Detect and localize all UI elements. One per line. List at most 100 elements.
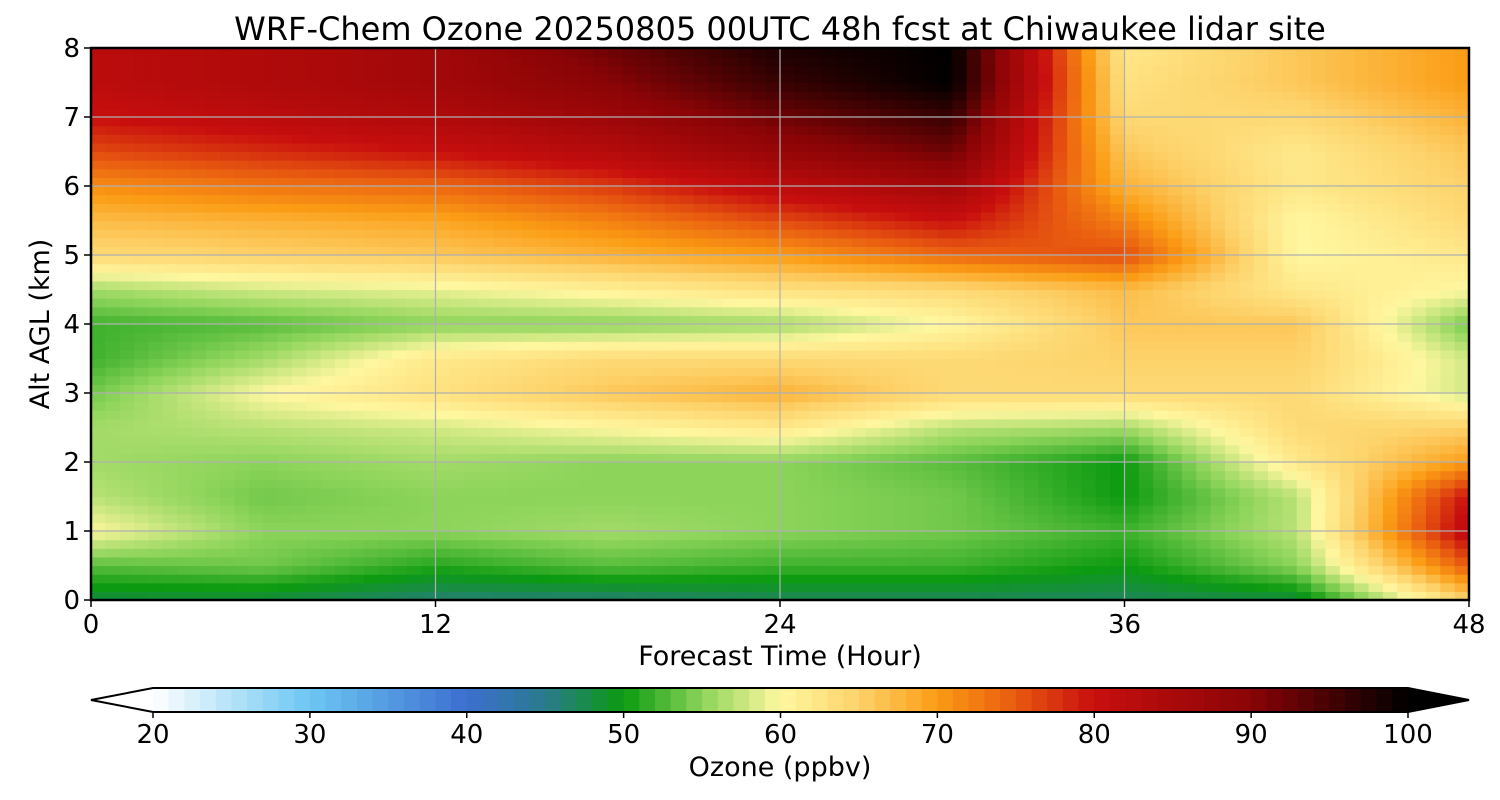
- ozone-cell: [521, 237, 537, 247]
- ozone-cell: [406, 375, 422, 385]
- ozone-cell: [894, 444, 910, 454]
- ozone-cell: [335, 462, 350, 472]
- ozone-cell: [751, 211, 767, 222]
- ozone-cell: [923, 237, 939, 247]
- ozone-cell: [521, 194, 537, 204]
- ozone-cell: [851, 160, 867, 170]
- ozone-cell: [320, 194, 336, 204]
- ozone-cell: [937, 367, 953, 377]
- ozone-cell: [1440, 531, 1456, 541]
- ozone-cell: [593, 220, 609, 230]
- ozone-cell: [263, 358, 279, 368]
- ozone-cell: [191, 453, 207, 463]
- ozone-cell: [363, 375, 379, 385]
- ozone-cell: [535, 470, 551, 480]
- ozone-cell: [636, 246, 652, 256]
- ozone-cell: [449, 211, 465, 222]
- ozone-cell: [952, 194, 968, 204]
- ozone-cell: [866, 496, 882, 506]
- ozone-cell: [909, 246, 925, 256]
- ozone-cell: [837, 384, 853, 394]
- ozone-cell: [91, 565, 106, 575]
- ozone-cell: [1038, 298, 1054, 308]
- ozone-cell: [320, 548, 336, 558]
- ozone-cell: [320, 160, 336, 170]
- ozone-cell: [1368, 401, 1384, 411]
- ozone-cell: [1138, 272, 1154, 282]
- ozone-cell: [808, 272, 824, 282]
- ozone-cell: [851, 367, 867, 377]
- ozone-cell: [636, 574, 652, 584]
- ozone-cell: [1354, 255, 1370, 265]
- ozone-cell: [1354, 263, 1370, 273]
- ozone-cell: [177, 453, 193, 463]
- ozone-cell: [535, 255, 551, 265]
- ozone-cell: [464, 444, 480, 454]
- ozone-cell: [1296, 280, 1312, 291]
- ozone-cell: [1397, 341, 1413, 351]
- ozone-cell: [478, 591, 494, 600]
- ozone-cell: [1196, 151, 1212, 161]
- ozone-cell: [851, 332, 867, 342]
- ozone-cell: [808, 246, 824, 256]
- ozone-cell: [1397, 306, 1413, 316]
- ozone-cell: [636, 436, 652, 446]
- ozone-cell: [478, 186, 494, 196]
- ozone-cell: [966, 591, 982, 600]
- ozone-cell: [464, 211, 480, 222]
- ozone-cell: [980, 280, 996, 291]
- ozone-cell: [119, 393, 135, 403]
- ozone-cell: [1067, 444, 1083, 454]
- ozone-cell: [277, 151, 293, 161]
- ozone-cell: [1282, 522, 1298, 532]
- ozone-cell: [966, 177, 982, 187]
- ozone-cell: [406, 574, 422, 584]
- ozone-cell: [808, 574, 824, 584]
- ozone-cell: [1239, 160, 1255, 170]
- ozone-cell: [1196, 548, 1212, 558]
- ozone-cell: [1095, 246, 1111, 256]
- ozone-cell: [1009, 237, 1025, 247]
- ozone-cell: [765, 324, 781, 334]
- ozone-cell: [665, 453, 681, 463]
- ozone-cell: [306, 556, 322, 567]
- ozone-cell: [765, 367, 781, 377]
- ozone-cell: [808, 401, 824, 411]
- ozone-cell: [134, 418, 150, 429]
- ozone-cell: [1296, 496, 1312, 506]
- ozone-cell: [1354, 479, 1370, 489]
- ozone-cell: [449, 263, 465, 273]
- ozone-cell: [923, 410, 939, 420]
- ozone-cell: [306, 160, 322, 170]
- ozone-cell: [521, 531, 537, 541]
- ozone-cell: [1440, 341, 1456, 351]
- ozone-cell: [320, 418, 336, 429]
- ozone-cell: [91, 186, 106, 196]
- ozone-cell: [1311, 462, 1327, 472]
- ozone-cell: [1052, 220, 1068, 230]
- ozone-cell: [220, 565, 236, 575]
- ozone-cell: [722, 393, 738, 403]
- ozone-cell: [1052, 470, 1068, 480]
- ozone-cell: [349, 194, 365, 204]
- ozone-cell: [119, 229, 135, 239]
- ozone-cell: [1296, 375, 1312, 385]
- ozone-cell: [392, 418, 408, 429]
- ozone-cell: [894, 556, 910, 567]
- ozone-cell: [909, 565, 925, 575]
- ozone-cell: [119, 513, 135, 523]
- ozone-cell: [320, 315, 336, 325]
- ozone-cell: [148, 531, 164, 541]
- ozone-cell: [1138, 203, 1154, 213]
- ozone-cell: [909, 324, 925, 334]
- ozone-cell: [421, 272, 437, 282]
- ozone-cell: [1354, 436, 1370, 446]
- ozone-cell: [1253, 263, 1269, 273]
- ozone-cell: [1095, 194, 1111, 204]
- ozone-cell: [392, 229, 408, 239]
- ozone-cell: [909, 548, 925, 558]
- ozone-cell: [722, 418, 738, 429]
- ozone-cell: [234, 384, 250, 394]
- ozone-cell: [622, 565, 638, 575]
- ozone-cell: [234, 505, 250, 515]
